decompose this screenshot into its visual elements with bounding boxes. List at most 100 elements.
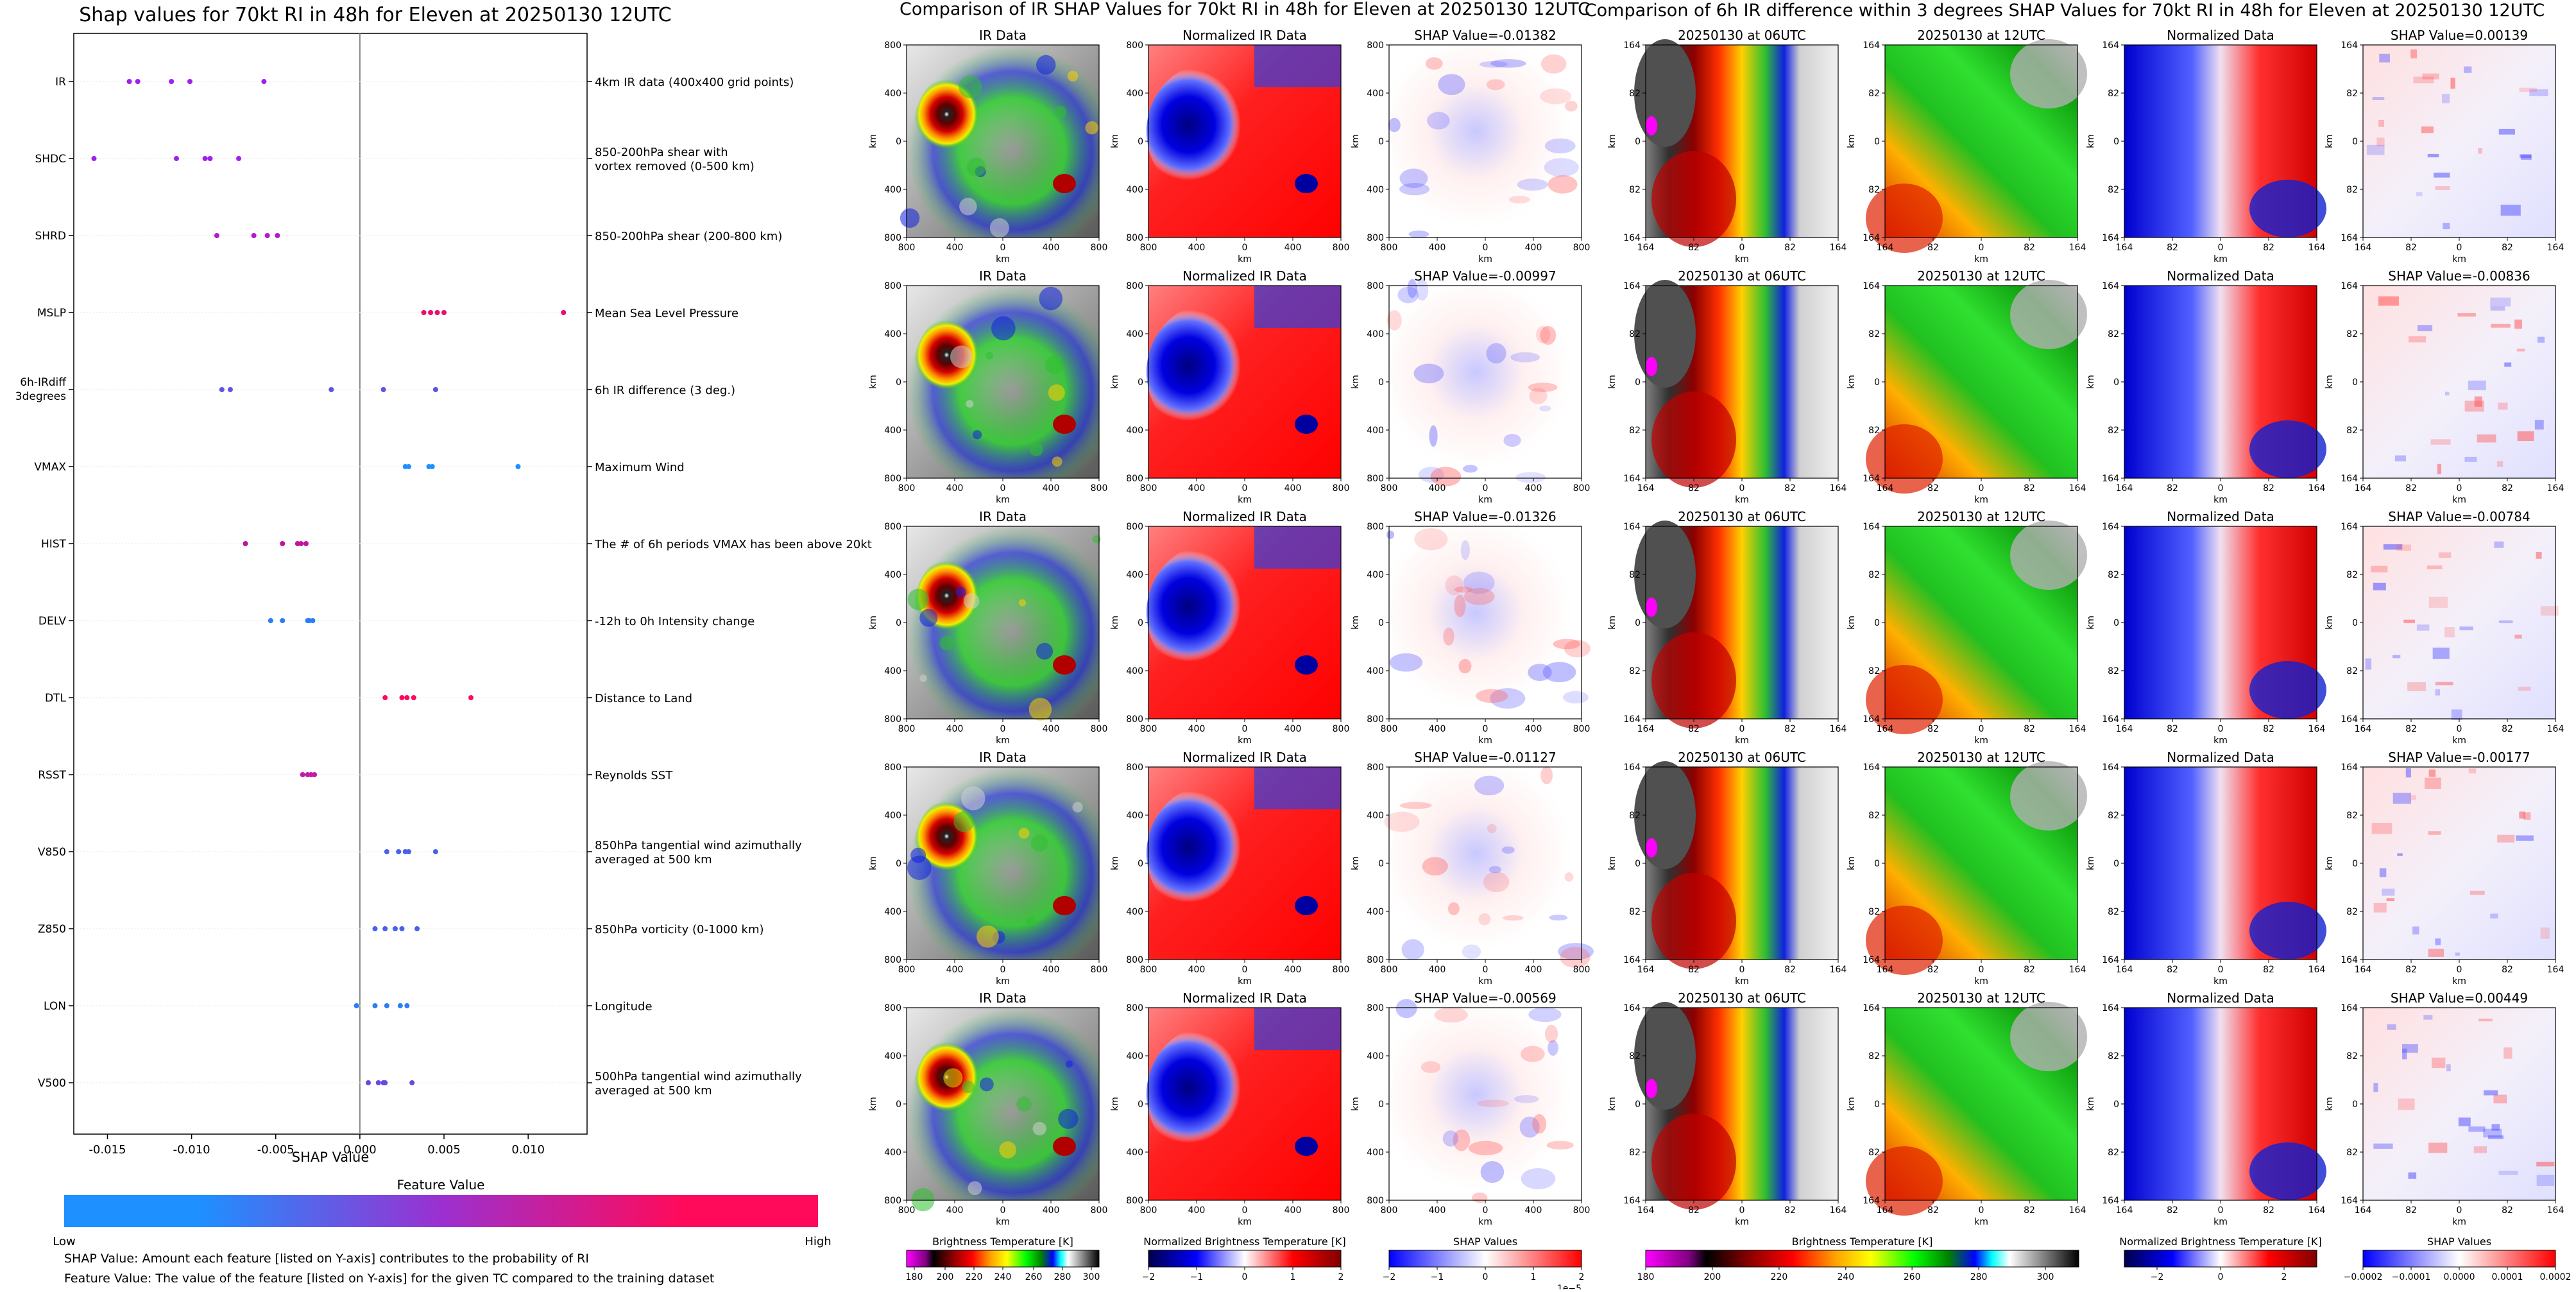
- panel-x-tick-label: 0: [2218, 724, 2224, 734]
- diff-shap-patch: [2403, 619, 2416, 623]
- panel-x-tick-label: 164: [1637, 1205, 1655, 1216]
- feature-row-delv: DELV -12h to 0h Intensity change: [38, 615, 755, 628]
- panel-x-tick-label: 800: [1573, 243, 1591, 253]
- shap-blob: [1558, 943, 1594, 960]
- shap-point: [261, 79, 267, 84]
- panel-x-axis-label: km: [1974, 1217, 1988, 1227]
- panel-x-tick-label: 164: [2116, 483, 2133, 494]
- diff-panel-r5-c4: SHAP Value=0.004491641648282008282164164…: [2324, 990, 2564, 1227]
- panel-title: IR Data: [979, 28, 1027, 43]
- feature-label-line2: 3degrees: [15, 390, 66, 403]
- norm-image-secondary: [1295, 415, 1318, 434]
- shap-blob: [1407, 279, 1417, 298]
- panel-y-tick-label: 164: [2341, 522, 2358, 532]
- panel-title: 20250130 at 12UTC: [1917, 28, 2045, 43]
- panel-x-tick-label: 800: [1140, 1205, 1157, 1216]
- diff-shap-patch: [2386, 898, 2395, 901]
- colorbar-tick-label: 220: [966, 1272, 983, 1282]
- colorbar-5: Normalized Brightness Temperature [K] −2 0…: [2119, 1236, 2322, 1282]
- panel-x-tick-label: 400: [1043, 483, 1060, 494]
- shap-blob: [1468, 1141, 1503, 1156]
- diff-shap-patch: [2474, 396, 2482, 407]
- ir-storm-secondary: [1053, 415, 1076, 434]
- shap-point: [251, 233, 257, 238]
- colorbar-tick-label: 2: [2282, 1272, 2287, 1282]
- panel-y-axis-label: km: [1607, 375, 1617, 389]
- panel-x-tick-label: 82: [1927, 1205, 1939, 1216]
- panel-x-axis-label: km: [2213, 495, 2228, 505]
- shap-point: [300, 772, 305, 777]
- panel-y-axis-label: km: [1351, 134, 1361, 148]
- diff-shap-patch: [2458, 1117, 2471, 1126]
- panel-y-tick-label: 400: [884, 89, 901, 99]
- panel-y-tick-label: 82: [1868, 185, 1880, 195]
- panel-y-tick-label: 164: [2102, 955, 2119, 965]
- panel-x-tick-label: 400: [1284, 965, 1302, 975]
- shap-blob: [1532, 1114, 1547, 1134]
- shap-blob: [1553, 639, 1581, 650]
- diff-shap-patch: [2536, 1162, 2555, 1167]
- panel-x-tick-label: 800: [898, 1205, 916, 1216]
- panel-y-tick-label: 800: [884, 40, 901, 51]
- shap-point: [280, 618, 286, 623]
- panel-x-tick-label: 0: [1000, 243, 1006, 253]
- shap-blob: [1474, 775, 1505, 796]
- ir-cloud-cell: [1048, 384, 1065, 401]
- panel-y-tick-label: 164: [2341, 474, 2358, 484]
- panel-y-tick-label: 400: [884, 907, 901, 917]
- panel-x-tick-label: 82: [2502, 243, 2513, 253]
- panel-y-axis-label: km: [1110, 375, 1120, 389]
- panel-title: SHAP Value=-0.01326: [1414, 509, 1556, 524]
- panel-x-tick-label: 800: [1333, 724, 1350, 734]
- shap-point: [434, 310, 440, 315]
- colorbar-offset-label: 1e−5: [1557, 1284, 1582, 1289]
- panel-y-tick-label: 82: [1868, 426, 1880, 436]
- shap-point: [174, 156, 179, 161]
- diff-shap-patch: [2416, 192, 2423, 196]
- panel-x-axis-label: km: [1735, 736, 1749, 746]
- feature-description: Mean Sea Level Pressure: [595, 307, 738, 320]
- panel-x-tick-label: 164: [2355, 483, 2372, 494]
- panel-x-tick-label: 82: [2405, 1205, 2417, 1216]
- panel-y-tick-label: 400: [884, 1148, 901, 1158]
- panel-x-tick-label: 82: [2167, 965, 2178, 975]
- diff-shap-patch: [2455, 952, 2460, 956]
- norm-image-top-blue: [1254, 1008, 1341, 1050]
- ir-storm-core: [914, 68, 1022, 184]
- panel-x-tick-label: 164: [1637, 243, 1655, 253]
- diff-panel-r4-c4: SHAP Value=-0.00177164164828200828216416…: [2324, 750, 2564, 986]
- summary-x-axis-label: SHAP Value: [292, 1150, 370, 1165]
- panel-x-tick-label: 164: [1877, 1205, 1894, 1216]
- panel-x-axis-label: km: [2213, 736, 2228, 746]
- panel-y-axis-label: km: [1110, 616, 1120, 630]
- panel-y-tick-label: 82: [2346, 666, 2358, 676]
- shap-blob: [1399, 168, 1428, 189]
- panel-y-axis-label: km: [2086, 375, 2096, 389]
- feature-label: MSLP: [37, 307, 66, 320]
- diff-12utc-grey-region: [2010, 761, 2087, 831]
- diff-panel-r2-c1: 20250130 at 06UTC1641648282008282164164k…: [1607, 268, 1847, 505]
- panel-y-axis-label: km: [1847, 856, 1857, 870]
- diff-shap-patch: [2529, 89, 2548, 96]
- norm-image-top-blue: [1254, 767, 1341, 809]
- panel-x-tick-label: 400: [1525, 1205, 1542, 1216]
- ir-cloud-cell: [966, 400, 974, 408]
- norm-image-secondary: [1295, 896, 1318, 915]
- panel-y-tick-label: 164: [2341, 233, 2358, 243]
- norm-image-secondary: [1295, 1137, 1318, 1156]
- shap-blob: [1399, 182, 1430, 196]
- diff-shap-patch: [2504, 362, 2512, 367]
- panel-x-tick-label: 400: [946, 243, 964, 253]
- diff-shap-patch: [2523, 812, 2531, 820]
- panel-y-axis-label: km: [1847, 1097, 1857, 1111]
- diff-shap-patch: [2520, 154, 2532, 159]
- shap-blob: [1454, 586, 1473, 593]
- shap-blob: [1429, 425, 1438, 447]
- panel-x-axis-label: km: [1735, 976, 1749, 986]
- panel-x-tick-label: 82: [2405, 243, 2417, 253]
- diff-shap-patch: [2517, 431, 2534, 442]
- panel-y-tick-label: 0: [1874, 859, 1880, 869]
- panel-y-tick-label: 164: [1863, 714, 1880, 725]
- colorbar-tick-label: 180: [1637, 1272, 1655, 1282]
- shap-blob: [1564, 100, 1578, 112]
